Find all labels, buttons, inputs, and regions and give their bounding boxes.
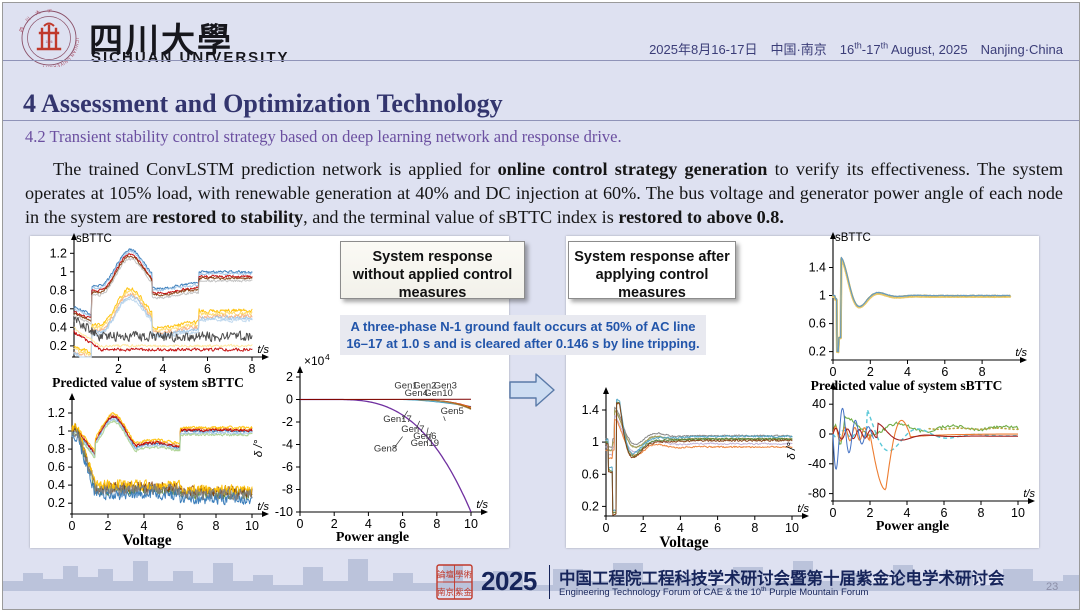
svg-text:2: 2 bbox=[115, 362, 122, 376]
svg-text:40: 40 bbox=[812, 397, 826, 411]
svg-text:0: 0 bbox=[297, 517, 304, 531]
svg-text:4: 4 bbox=[325, 352, 330, 362]
svg-text:sBTTC: sBTTC bbox=[76, 233, 112, 245]
svg-text:1896: 1896 bbox=[45, 40, 52, 44]
svg-text:4: 4 bbox=[677, 521, 684, 535]
svg-text:2: 2 bbox=[867, 506, 874, 520]
svg-text:8: 8 bbox=[433, 517, 440, 531]
svg-text:2: 2 bbox=[331, 517, 338, 531]
svg-text:8: 8 bbox=[751, 521, 758, 535]
svg-text:0: 0 bbox=[69, 519, 76, 533]
svg-text:δ /°: δ /° bbox=[786, 442, 798, 460]
svg-text:4: 4 bbox=[904, 506, 911, 520]
svg-text:8: 8 bbox=[213, 519, 220, 533]
svg-text:-6: -6 bbox=[282, 460, 293, 474]
svg-text:1: 1 bbox=[60, 265, 67, 279]
svg-text:-40: -40 bbox=[808, 457, 826, 471]
svg-text:論壇: 論壇 bbox=[437, 570, 455, 580]
svg-text:t/s: t/s bbox=[1023, 488, 1035, 500]
svg-text:南京: 南京 bbox=[437, 587, 454, 597]
svg-text:紫金: 紫金 bbox=[455, 587, 473, 597]
svg-text:6: 6 bbox=[714, 521, 721, 535]
svg-text:學術: 學術 bbox=[455, 570, 473, 580]
svg-text:6: 6 bbox=[204, 362, 211, 376]
svg-text:1: 1 bbox=[58, 424, 65, 438]
svg-text:Gen19: Gen19 bbox=[411, 438, 440, 449]
svg-text:0.8: 0.8 bbox=[50, 283, 67, 297]
svg-text:2: 2 bbox=[105, 519, 112, 533]
svg-text:0: 0 bbox=[603, 521, 610, 535]
svg-text:-2: -2 bbox=[282, 415, 293, 429]
svg-text:×10: ×10 bbox=[304, 354, 325, 368]
svg-text:0.6: 0.6 bbox=[50, 302, 67, 316]
svg-text:-80: -80 bbox=[808, 487, 826, 501]
svg-text:1: 1 bbox=[592, 435, 599, 449]
svg-text:4: 4 bbox=[141, 519, 148, 533]
svg-text:0.6: 0.6 bbox=[809, 317, 826, 331]
svg-text:δ /°: δ /° bbox=[253, 439, 265, 457]
svg-text:Gen10: Gen10 bbox=[424, 388, 453, 399]
svg-text:0.6: 0.6 bbox=[582, 467, 599, 481]
svg-text:0.2: 0.2 bbox=[582, 499, 599, 513]
svg-text:0.6: 0.6 bbox=[48, 460, 65, 474]
svg-text:1.4: 1.4 bbox=[809, 261, 826, 275]
svg-text:-10: -10 bbox=[275, 505, 293, 519]
svg-text:sBTTC: sBTTC bbox=[835, 232, 871, 244]
svg-text:0.8: 0.8 bbox=[48, 442, 65, 456]
svg-text:10: 10 bbox=[464, 517, 478, 531]
svg-text:6: 6 bbox=[177, 519, 184, 533]
svg-text:0.2: 0.2 bbox=[50, 339, 67, 353]
svg-text:1.4: 1.4 bbox=[582, 403, 599, 417]
svg-text:8: 8 bbox=[978, 506, 985, 520]
svg-text:4: 4 bbox=[365, 517, 372, 531]
svg-text:1: 1 bbox=[819, 289, 826, 303]
svg-text:2: 2 bbox=[640, 521, 647, 535]
svg-text:-4: -4 bbox=[282, 438, 293, 452]
svg-text:1.2: 1.2 bbox=[50, 246, 67, 260]
svg-text:-8: -8 bbox=[282, 483, 293, 497]
svg-text:6: 6 bbox=[399, 517, 406, 531]
svg-text:t/s: t/s bbox=[1015, 347, 1027, 359]
svg-text:1.2: 1.2 bbox=[48, 406, 65, 420]
svg-text:6: 6 bbox=[941, 506, 948, 520]
svg-text:t/s: t/s bbox=[476, 499, 488, 511]
svg-text:0.2: 0.2 bbox=[809, 345, 826, 359]
svg-text:0.4: 0.4 bbox=[48, 478, 65, 492]
svg-text:Gen5: Gen5 bbox=[441, 406, 464, 417]
svg-text:0: 0 bbox=[830, 506, 837, 520]
svg-text:0: 0 bbox=[819, 427, 826, 441]
svg-text:2: 2 bbox=[286, 370, 293, 384]
svg-text:0.4: 0.4 bbox=[50, 320, 67, 334]
svg-text:10: 10 bbox=[1011, 506, 1025, 520]
svg-text:0.2: 0.2 bbox=[48, 496, 65, 510]
svg-text:4: 4 bbox=[160, 362, 167, 376]
svg-text:0: 0 bbox=[286, 393, 293, 407]
svg-text:Gen8: Gen8 bbox=[374, 443, 397, 454]
